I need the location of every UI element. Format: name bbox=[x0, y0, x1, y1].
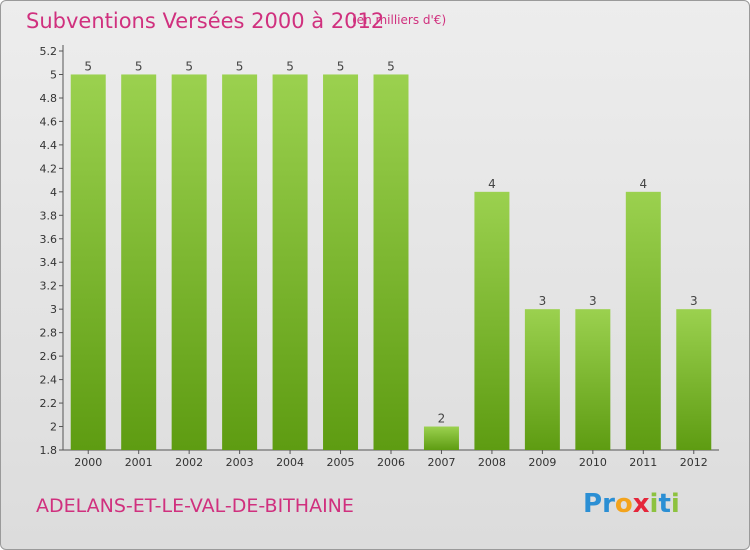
logo-letter: r bbox=[602, 489, 615, 519]
logo-letter: t bbox=[658, 489, 671, 519]
value-label: 5 bbox=[337, 59, 345, 73]
bar-2002 bbox=[171, 74, 207, 451]
chart-axes: 1.8 2 2.2 2.4 2.6 2.8 3 3.2 3.4 3.6 3.8 4 4.2 4.4 4.6 4… bbox=[40, 45, 719, 469]
bar-2006 bbox=[373, 74, 409, 451]
logo-letter: o bbox=[614, 489, 633, 519]
y-tick-label: 3.6 bbox=[40, 233, 58, 246]
chart-bars bbox=[70, 74, 712, 451]
x-tick-label: 2007 bbox=[427, 456, 455, 469]
chart-title: Subventions Versées 2000 à 2012 bbox=[26, 9, 385, 33]
x-tick-label: 2005 bbox=[327, 456, 355, 469]
bar-2000 bbox=[70, 74, 106, 451]
logo-letter: i bbox=[649, 489, 659, 519]
bar-2003 bbox=[222, 74, 258, 451]
x-tick-label: 2006 bbox=[377, 456, 405, 469]
value-label: 5 bbox=[185, 59, 193, 73]
y-tick-label: 4.8 bbox=[40, 92, 58, 105]
logo-letter: i bbox=[670, 489, 680, 519]
y-tick-label: 4.4 bbox=[40, 139, 58, 152]
y-tick-label: 4.6 bbox=[40, 115, 58, 128]
y-tick-label: 3.2 bbox=[40, 280, 58, 293]
y-tick-label: 2.6 bbox=[40, 350, 58, 363]
logo-letter: P bbox=[583, 489, 603, 519]
x-tick-label: 2004 bbox=[276, 456, 304, 469]
chart-subtitle: (en milliers d'€) bbox=[352, 13, 447, 27]
y-tick-label: 3 bbox=[50, 303, 57, 316]
x-tick-label: 2009 bbox=[528, 456, 556, 469]
y-tick-label: 3.4 bbox=[40, 256, 58, 269]
bar-2004 bbox=[272, 74, 308, 451]
x-tick-label: 2003 bbox=[226, 456, 254, 469]
value-label: 5 bbox=[387, 59, 395, 73]
x-tick-label: 2012 bbox=[680, 456, 708, 469]
bar-2009 bbox=[524, 309, 560, 450]
y-tick-label: 2.8 bbox=[40, 327, 58, 340]
value-label: 3 bbox=[589, 294, 597, 308]
y-tick-label: 4 bbox=[50, 186, 57, 199]
x-tick-label: 2011 bbox=[629, 456, 657, 469]
y-tick-label: 4.2 bbox=[40, 162, 58, 175]
y-tick-label: 5.2 bbox=[40, 45, 58, 58]
proxiti-logo[interactable]: Proxiti bbox=[583, 489, 680, 519]
bar-2010 bbox=[575, 309, 611, 450]
bar-2008 bbox=[474, 191, 510, 450]
y-tick-label: 2.4 bbox=[40, 374, 58, 387]
value-label: 4 bbox=[488, 177, 496, 191]
value-label: 4 bbox=[639, 177, 647, 191]
y-tick-label: 2 bbox=[50, 421, 57, 434]
bar-2007 bbox=[423, 426, 459, 450]
x-tick-label: 2008 bbox=[478, 456, 506, 469]
y-tick-label: 3.8 bbox=[40, 209, 58, 222]
y-tick-label: 1.8 bbox=[40, 444, 58, 457]
y-tick-label: 2.2 bbox=[40, 397, 58, 410]
bar-2011 bbox=[625, 191, 661, 450]
logo-letter: x bbox=[632, 489, 650, 519]
bar-2001 bbox=[121, 74, 157, 451]
y-tick-label: 5 bbox=[50, 68, 57, 81]
value-label: 5 bbox=[236, 59, 244, 73]
x-tick-label: 2001 bbox=[125, 456, 153, 469]
value-label: 2 bbox=[438, 412, 446, 426]
value-label: 3 bbox=[690, 294, 698, 308]
value-label: 5 bbox=[135, 59, 143, 73]
value-label: 5 bbox=[286, 59, 294, 73]
x-tick-label: 2000 bbox=[74, 456, 102, 469]
commune-name: ADELANS-ET-LE-VAL-DE-BITHAINE bbox=[36, 495, 354, 517]
bar-2005 bbox=[323, 74, 359, 451]
value-label: 3 bbox=[539, 294, 547, 308]
x-tick-label: 2002 bbox=[175, 456, 203, 469]
value-label: 5 bbox=[84, 59, 92, 73]
chart-labels: 5 5 5 5 5 5 5 2 4 3 3 4 3 bbox=[84, 59, 697, 425]
x-tick-label: 2010 bbox=[579, 456, 607, 469]
bar-2012 bbox=[676, 309, 712, 450]
